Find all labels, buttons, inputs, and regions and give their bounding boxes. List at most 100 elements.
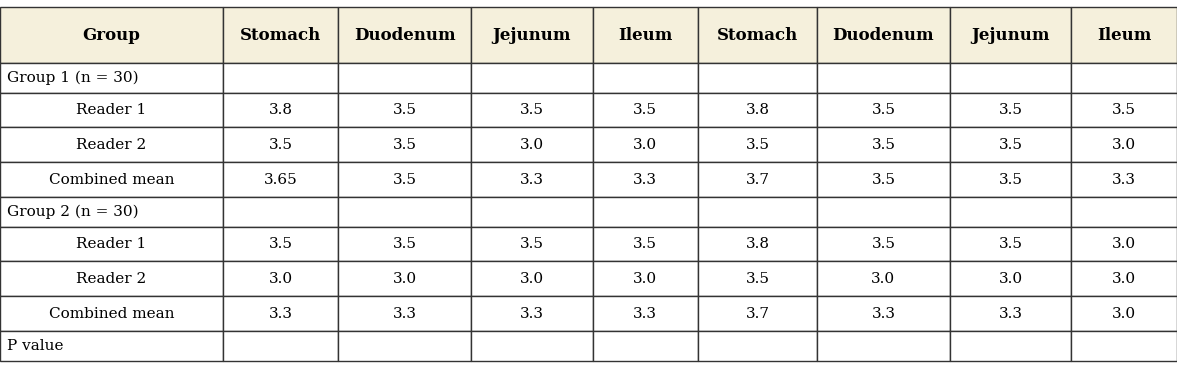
Bar — [698, 7, 817, 63]
Bar — [471, 93, 592, 127]
Bar — [817, 127, 950, 162]
Text: 3.0: 3.0 — [871, 272, 896, 286]
Bar — [817, 93, 950, 127]
Text: 3.5: 3.5 — [998, 103, 1023, 117]
Bar — [1071, 93, 1177, 127]
Bar — [592, 331, 698, 361]
Bar — [471, 331, 592, 361]
Text: 3.0: 3.0 — [1112, 272, 1136, 286]
Text: 3.5: 3.5 — [392, 138, 417, 152]
Bar — [817, 296, 950, 331]
Text: 3.0: 3.0 — [1112, 307, 1136, 321]
Bar — [817, 331, 950, 361]
Text: 3.5: 3.5 — [520, 103, 544, 117]
Text: Combined mean: Combined mean — [49, 307, 174, 321]
Text: 3.0: 3.0 — [268, 272, 293, 286]
Bar — [338, 296, 471, 331]
Bar — [471, 261, 592, 296]
Bar — [0, 331, 224, 361]
Text: 3.0: 3.0 — [998, 272, 1023, 286]
Text: 3.3: 3.3 — [633, 307, 657, 321]
Bar — [592, 261, 698, 296]
Text: 3.7: 3.7 — [745, 307, 770, 321]
Bar — [0, 227, 224, 261]
Text: 3.3: 3.3 — [520, 173, 544, 187]
Bar — [338, 127, 471, 162]
Bar — [592, 7, 698, 63]
Bar — [1071, 162, 1177, 197]
Bar — [224, 162, 338, 197]
Bar — [471, 227, 592, 261]
Text: Group: Group — [82, 27, 140, 44]
Bar — [338, 197, 471, 227]
Text: Stomach: Stomach — [717, 27, 798, 44]
Bar — [1071, 197, 1177, 227]
Text: 3.5: 3.5 — [633, 237, 657, 251]
Text: 3.5: 3.5 — [998, 237, 1023, 251]
Bar — [338, 93, 471, 127]
Bar — [0, 7, 224, 63]
Text: 3.5: 3.5 — [268, 237, 293, 251]
Bar — [0, 63, 224, 93]
Text: 3.0: 3.0 — [392, 272, 417, 286]
Bar — [338, 227, 471, 261]
Text: Ileum: Ileum — [1097, 27, 1151, 44]
Bar — [698, 93, 817, 127]
Bar — [0, 93, 224, 127]
Text: 3.0: 3.0 — [1112, 237, 1136, 251]
Text: 3.5: 3.5 — [392, 103, 417, 117]
Bar — [1071, 63, 1177, 93]
Bar — [224, 93, 338, 127]
Text: P value: P value — [7, 339, 64, 353]
Bar — [698, 197, 817, 227]
Text: 3.5: 3.5 — [998, 173, 1023, 187]
Text: 3.5: 3.5 — [268, 138, 293, 152]
Bar — [338, 261, 471, 296]
Bar — [1071, 7, 1177, 63]
Text: 3.0: 3.0 — [633, 138, 658, 152]
Bar — [338, 7, 471, 63]
Bar — [471, 162, 592, 197]
Bar — [950, 227, 1071, 261]
Bar — [698, 261, 817, 296]
Bar — [338, 63, 471, 93]
Bar — [0, 197, 224, 227]
Bar — [1071, 127, 1177, 162]
Bar — [224, 7, 338, 63]
Bar — [224, 296, 338, 331]
Text: Duodenum: Duodenum — [354, 27, 455, 44]
Bar — [817, 63, 950, 93]
Text: Combined mean: Combined mean — [49, 173, 174, 187]
Bar — [698, 127, 817, 162]
Bar — [950, 7, 1071, 63]
Bar — [471, 7, 592, 63]
Text: 3.3: 3.3 — [998, 307, 1023, 321]
Bar — [338, 162, 471, 197]
Text: Reader 1: Reader 1 — [77, 103, 147, 117]
Text: 3.3: 3.3 — [392, 307, 417, 321]
Text: 3.0: 3.0 — [519, 272, 544, 286]
Bar — [698, 63, 817, 93]
Text: 3.5: 3.5 — [745, 272, 770, 286]
Bar — [1071, 296, 1177, 331]
Bar — [224, 63, 338, 93]
Bar — [592, 127, 698, 162]
Bar — [224, 227, 338, 261]
Text: Duodenum: Duodenum — [832, 27, 935, 44]
Bar — [224, 127, 338, 162]
Text: Stomach: Stomach — [240, 27, 321, 44]
Bar — [592, 63, 698, 93]
Bar — [0, 261, 224, 296]
Text: Ileum: Ileum — [618, 27, 672, 44]
Text: 3.5: 3.5 — [871, 237, 896, 251]
Bar — [592, 227, 698, 261]
Bar — [471, 296, 592, 331]
Text: 3.8: 3.8 — [745, 237, 770, 251]
Bar — [950, 93, 1071, 127]
Text: 3.5: 3.5 — [633, 103, 657, 117]
Bar — [698, 227, 817, 261]
Bar — [224, 197, 338, 227]
Bar — [817, 197, 950, 227]
Text: Group 2 (n = 30): Group 2 (n = 30) — [7, 205, 139, 219]
Text: 3.5: 3.5 — [520, 237, 544, 251]
